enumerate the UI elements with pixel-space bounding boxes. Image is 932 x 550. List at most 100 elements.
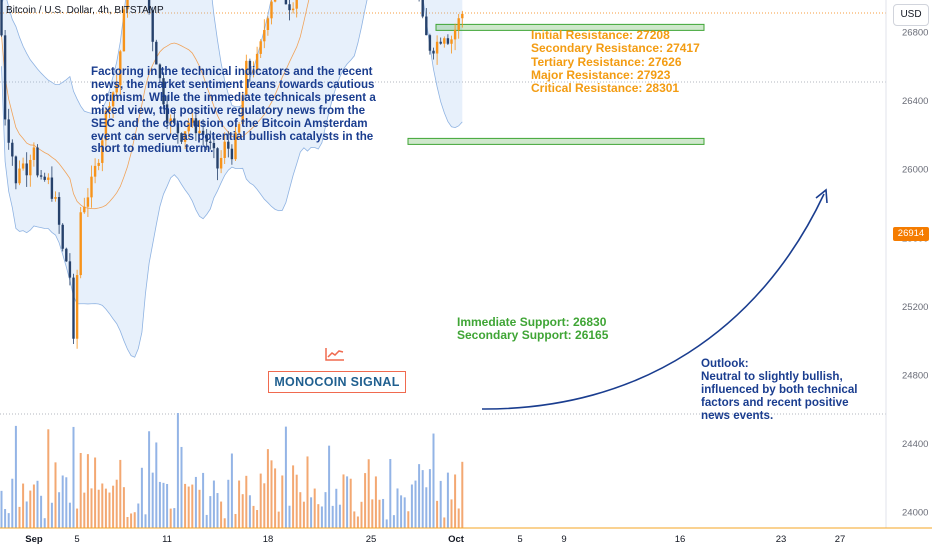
candle-body [435,41,439,54]
candle-body [29,159,32,176]
volume-bar [284,426,287,528]
volume-bar [140,467,143,528]
candle-body [428,35,432,51]
volume-bar [86,454,89,528]
volume-bar [14,425,17,528]
resistance-label-tertiary: Tertiary Resistance: 27626 [531,54,682,69]
candle-body [263,29,266,42]
volume-bar [126,517,129,528]
volume-bar [115,479,118,528]
volume-bar [288,505,291,528]
candle-body [18,168,21,184]
volume-bar [360,501,363,528]
volume-bar [169,508,172,528]
volume-bar [248,495,251,528]
candle-body [288,4,291,11]
candle-body [446,38,450,44]
candle-body [259,41,262,54]
volume-bar [7,513,10,528]
volume-bar [97,489,100,528]
volume-bar [400,495,403,528]
volume-bar [43,518,46,528]
volume-bar [227,479,230,528]
volume-bar [310,497,313,528]
candle-body [54,197,57,199]
volume-bar [364,473,367,528]
candle-body [248,60,252,74]
y-tick-label-26800: 26800 [902,28,928,39]
outlook-text: Neutral to slightly bullish, influenced … [701,369,858,422]
volume-bar [173,508,176,528]
candle-body [151,10,154,42]
candle-body [101,140,104,163]
volume-bar [220,501,223,528]
volume-bar [148,431,151,528]
volume-bar [436,500,439,528]
candle-body [180,133,183,142]
volume-bar [356,516,359,528]
candle-body [11,142,14,157]
candle-body [68,261,72,278]
volume-bar [266,449,269,528]
candle-body [115,85,118,93]
volume-bar [155,442,158,528]
candle-body [273,0,277,2]
y-tick-label-24400: 24400 [902,439,928,450]
volume-bar [277,511,280,528]
volume-bar [144,514,147,528]
candle-body [176,123,180,134]
volume-bar [317,504,320,528]
currency-button[interactable]: USD [893,4,929,26]
volume-bar [133,512,136,528]
volume-bar [209,496,212,528]
x-axis-background [0,528,886,550]
volume-bar [212,480,215,528]
volume-bar [425,487,428,528]
bollinger-bands [1,0,463,358]
candle-body [201,130,205,135]
volume-bar [331,505,334,528]
candle-body [252,70,255,74]
support-labels: Immediate Support: 26830 Secondary Suppo… [457,315,608,343]
volume-bar [446,472,449,528]
candle-body [223,141,226,158]
volume-bar [180,446,183,528]
x-tick-label-Sep: Sep [25,534,43,545]
candle-body [32,147,36,160]
volume-bar [234,513,237,528]
candle-body [14,156,18,184]
volume-bar [432,433,435,528]
volume-bar [119,459,122,528]
volume-bar [0,490,3,528]
candle-body [162,78,165,105]
volume-bar [335,488,338,528]
outlook-title: Outlook: [701,357,749,370]
outlook-arrow [481,188,828,410]
volume-bar [194,476,197,528]
candle-body [453,29,457,40]
volume-bar [40,495,43,528]
candle-body [183,131,187,142]
volume-bar [270,460,273,528]
volume-bar [313,488,316,528]
volume-bar [374,476,377,528]
candle-body [21,163,25,169]
candle-body [0,0,3,36]
x-tick-label-18: 18 [263,534,274,545]
candle-body [266,18,270,30]
candle-body [227,141,230,149]
volume-bar [76,508,79,528]
candle-body [43,176,46,180]
volume-bar [151,472,154,528]
candle-body [169,118,172,124]
candle-body [36,147,39,176]
volume-bar [349,478,352,528]
candle-body [57,197,61,225]
y-axis-background [886,0,932,550]
candle-body [439,41,442,44]
candle-body [457,18,460,30]
candle-body [122,9,126,52]
volume-bar [54,462,57,528]
x-tick-label-Oct: Oct [448,534,465,545]
